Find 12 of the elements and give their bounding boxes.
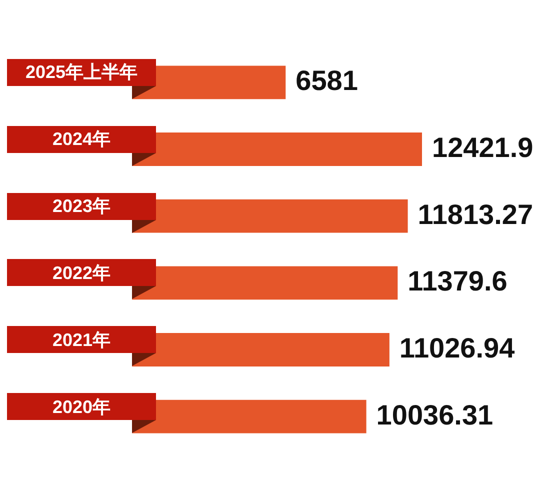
- y-tick-label: 2020年: [52, 396, 111, 417]
- data-label: 11813.27: [418, 198, 534, 230]
- data-label: 12421.9: [432, 132, 534, 163]
- y-tick-label: 2025年上半年: [25, 62, 138, 82]
- y-tick-label: 2021年: [52, 330, 111, 350]
- data-label: 11379.6: [408, 266, 508, 297]
- data-label: 11026.94: [399, 332, 516, 364]
- y-tick-label: 2022年: [52, 262, 111, 283]
- y-tick-label: 2024年: [52, 129, 111, 150]
- data-label: 6581: [296, 65, 358, 96]
- y-tick-label: 2023年: [52, 196, 111, 216]
- data-label: 10036.31: [376, 399, 494, 430]
